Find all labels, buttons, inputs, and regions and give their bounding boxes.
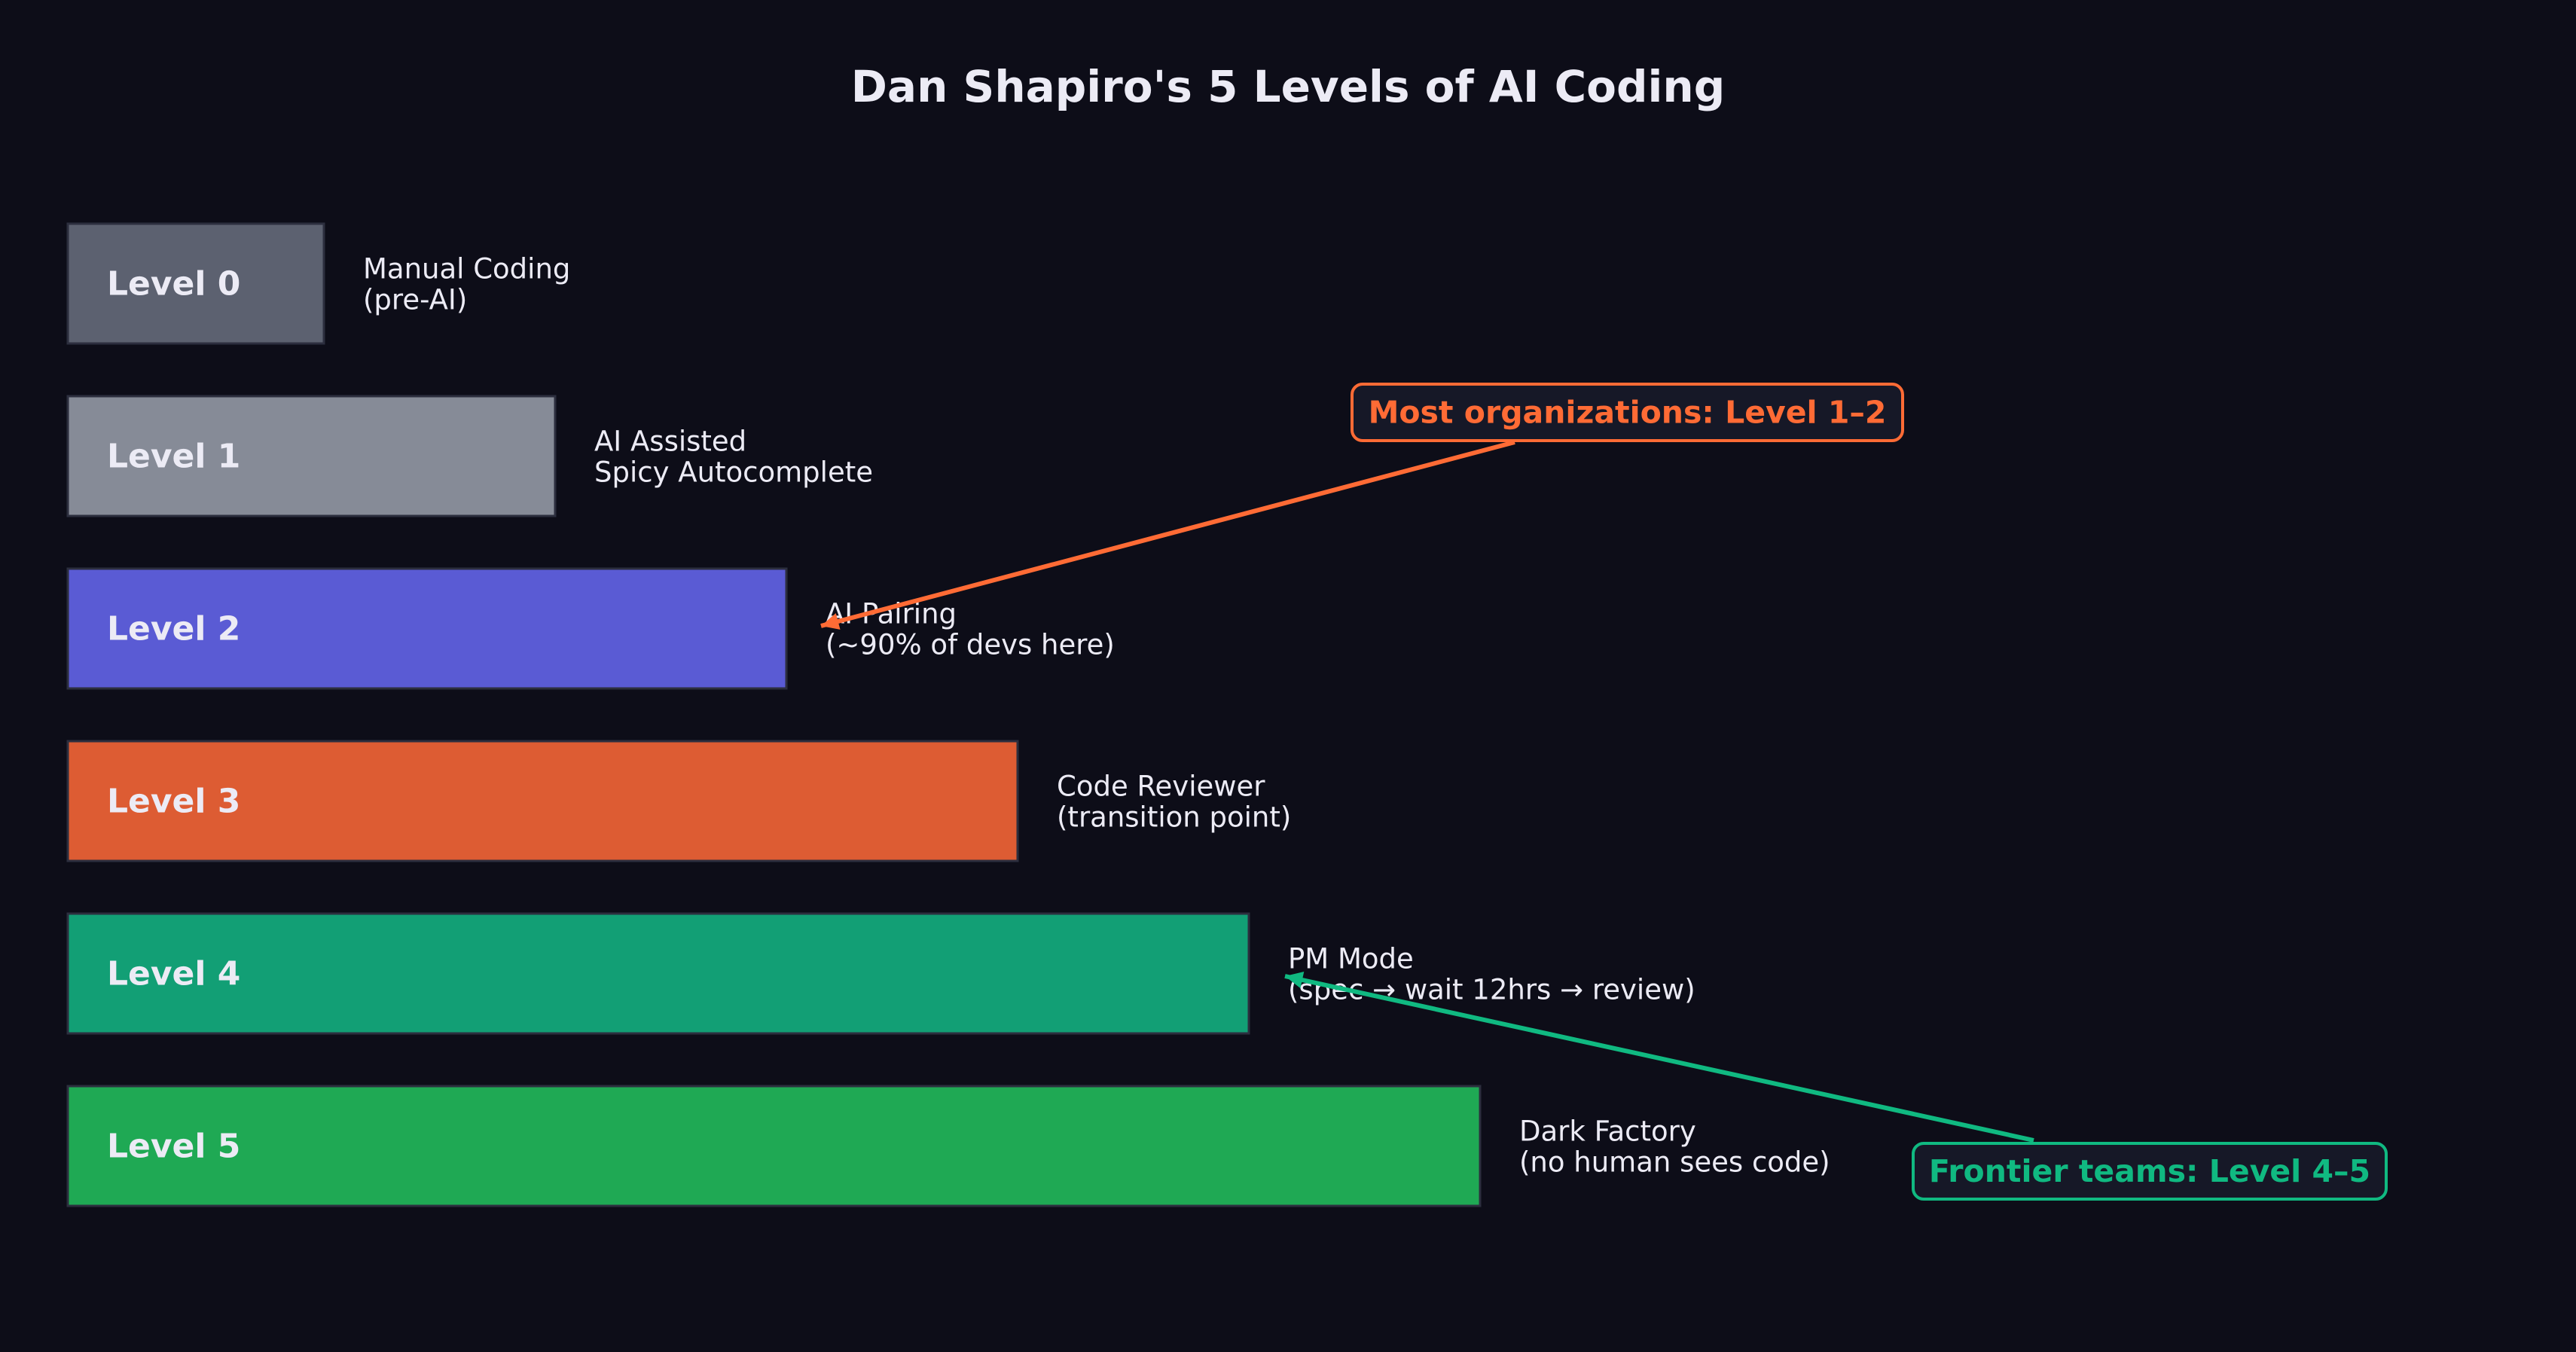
bar-description: AI Assisted [594,426,746,458]
bar-label: Level 1 [107,438,240,476]
arrowhead-icon [1285,971,1305,989]
bar-description: (~90% of devs here) [826,629,1115,661]
bar-label: Level 0 [107,265,240,304]
bar-description: (pre-AI) [363,284,467,316]
bar-description: (transition point) [1057,801,1291,834]
bar-description: Code Reviewer [1057,771,1265,803]
bar-description: Spicy Autocomplete [594,456,873,489]
annotation-text: Frontier teams: Level 4–5 [1929,1153,2370,1189]
bar-label: Level 3 [107,783,240,821]
arrowhead-icon [821,613,841,630]
annotation-box [1351,383,1904,442]
bar-level-5 [66,1085,1482,1207]
annotation-text: Most organizations: Level 1–2 [1369,395,1887,431]
chart-title: Dan Shapiro's 5 Levels of AI Coding [851,61,1725,112]
bar-level-2 [66,567,788,690]
annotation-arrow [820,440,1515,628]
annotation-box [1912,1142,2388,1201]
bar-description: Manual Coding [363,253,570,285]
bar-label: Level 2 [107,610,240,649]
bar-description: Dark Factory [1519,1115,1696,1148]
bar-description: (no human sees code) [1519,1146,1830,1179]
bar-level-4 [66,912,1250,1035]
bar-description: AI Pairing [826,598,957,630]
bar-level-3 [66,740,1019,862]
annotation-arrow [1284,974,2034,1143]
bar-description: PM Mode [1288,943,1414,975]
bar-label: Level 5 [107,1128,240,1166]
bar-level-1 [66,395,557,517]
bar-label: Level 4 [107,955,240,993]
bar-level-0 [66,222,325,345]
